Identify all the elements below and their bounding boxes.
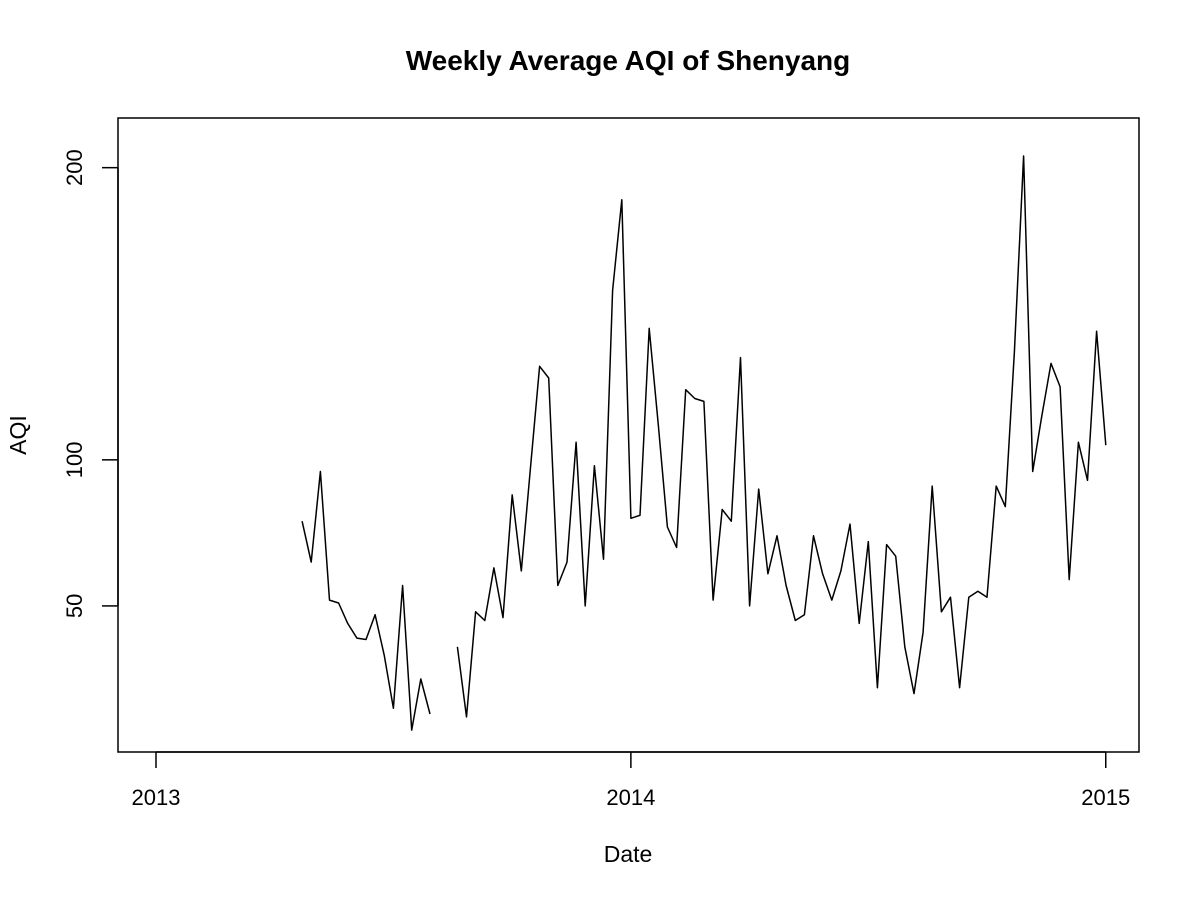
chart-title: Weekly Average AQI of Shenyang (406, 45, 851, 76)
series-line-segment (456, 155, 1107, 718)
x-tick-label: 2015 (1081, 785, 1130, 810)
y-tick-label: 50 (62, 594, 87, 618)
series-line-segment (301, 470, 431, 731)
x-tick-label: 2014 (606, 785, 655, 810)
y-axis: 50 100 200 (62, 149, 119, 618)
series-layer (301, 155, 1107, 731)
x-axis: 2013 2014 2015 (132, 751, 1130, 810)
y-axis-label: AQI (5, 415, 31, 455)
y-tick-label: 100 (62, 441, 87, 478)
y-tick-label: 200 (62, 149, 87, 186)
x-axis-label: Date (604, 841, 653, 867)
x-tick-label: 2013 (132, 785, 181, 810)
